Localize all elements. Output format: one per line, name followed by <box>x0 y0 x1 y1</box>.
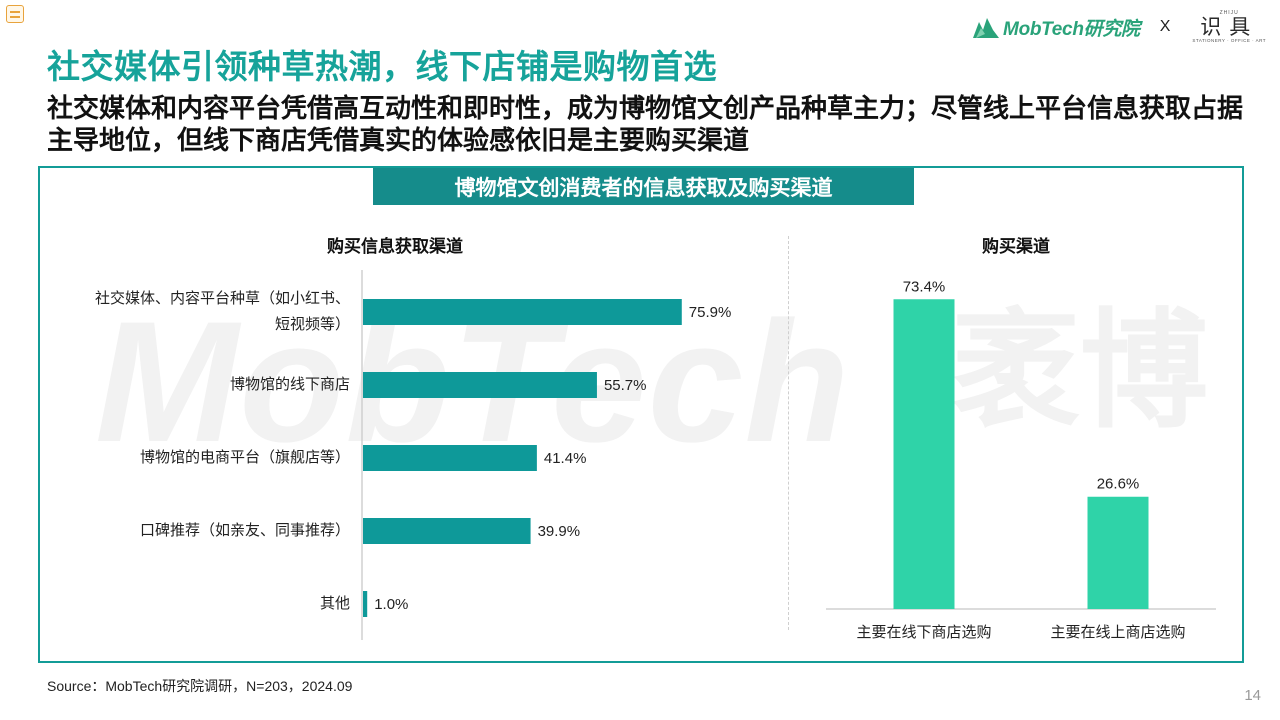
brand-separator: X <box>1159 18 1171 35</box>
left-bar-category-label: 博物馆的线下商店 <box>50 372 350 398</box>
brand-header: MobTech研究院 X ZHIJU 识具 STATIONERY · OFFIC… <box>973 10 1266 44</box>
mobtech-logo-icon <box>973 18 1000 38</box>
right-chart-title: 购买渠道 <box>982 237 1050 256</box>
page-subtitle: 社交媒体和内容平台凭借高互动性和即时性，成为博物馆文创产品种草主力；尽管线上平台… <box>47 93 1244 155</box>
right-bar-category-label: 主要在线下商店选购 <box>856 624 992 641</box>
left-bar <box>363 372 597 398</box>
left-bar-category-label: 社交媒体、内容平台种草（如小红书、短视频等） <box>50 286 350 338</box>
right-bar-chart: 73.4% 26.6% <box>826 278 1216 610</box>
left-bar-category-label: 其他 <box>50 591 350 617</box>
left-bar-category-line: 博物馆的线下商店 <box>229 376 350 393</box>
left-bar <box>363 445 537 471</box>
chart-panel <box>38 166 1244 663</box>
left-bar-value-label: 41.4% <box>544 450 587 467</box>
brand-name: MobTech研究院 <box>1003 18 1140 40</box>
left-chart-title: 购买信息获取渠道 <box>327 237 463 256</box>
partner-logo: ZHIJU 识具 STATIONERY · OFFICE · ART <box>1192 9 1266 44</box>
left-bar-category-line: 短视频等） <box>274 316 350 333</box>
right-bar <box>1087 496 1149 609</box>
left-bar-category-line: 其他 <box>319 595 350 612</box>
right-bar-category-label: 主要在线上商店选购 <box>1050 624 1186 641</box>
left-bar-value-label: 55.7% <box>604 377 647 394</box>
partner-name: 识具 <box>1200 14 1259 39</box>
page-title: 社交媒体引领种草热潮，线下店铺是购物首选 <box>47 48 717 85</box>
left-bar-value-label: 39.9% <box>538 523 581 540</box>
right-bar-value-label: 73.4% <box>903 278 946 295</box>
left-bar-value-label: 75.9% <box>689 304 732 321</box>
left-bar-category-label: 博物馆的电商平台（旗舰店等） <box>50 445 350 471</box>
chart-divider <box>788 236 789 630</box>
left-bar <box>363 299 682 325</box>
partner-small-text: ZHIJU <box>1219 9 1239 16</box>
left-bar <box>363 518 531 544</box>
panel-title: 博物馆文创消费者的信息获取及购买渠道 <box>373 168 914 205</box>
right-bar <box>893 299 955 609</box>
right-bar-value-label: 26.6% <box>1097 476 1140 493</box>
partner-tagline: STATIONERY · OFFICE · ART <box>1192 37 1266 43</box>
left-bar-category-line: 博物馆的电商平台（旗舰店等） <box>139 449 350 466</box>
left-bar-category-line: 社交媒体、内容平台种草（如小红书、 <box>94 290 350 307</box>
left-bar-value-label: 1.0% <box>374 596 408 613</box>
left-bar-category-line: 口碑推荐（如亲友、同事推荐） <box>139 522 350 539</box>
left-bar-category-label: 口碑推荐（如亲友、同事推荐） <box>50 518 350 544</box>
page-number: 14 <box>1244 687 1261 704</box>
left-bar <box>363 591 368 617</box>
watermark-chinese: 袤博 <box>952 300 1209 443</box>
source-note: Source：MobTech研究院调研，N=203，2024.09 <box>47 678 353 694</box>
note-icon[interactable] <box>6 5 24 23</box>
left-bar-chart: 75.9% 55.7% 41.4% 39.9% 1.0% <box>361 270 732 640</box>
